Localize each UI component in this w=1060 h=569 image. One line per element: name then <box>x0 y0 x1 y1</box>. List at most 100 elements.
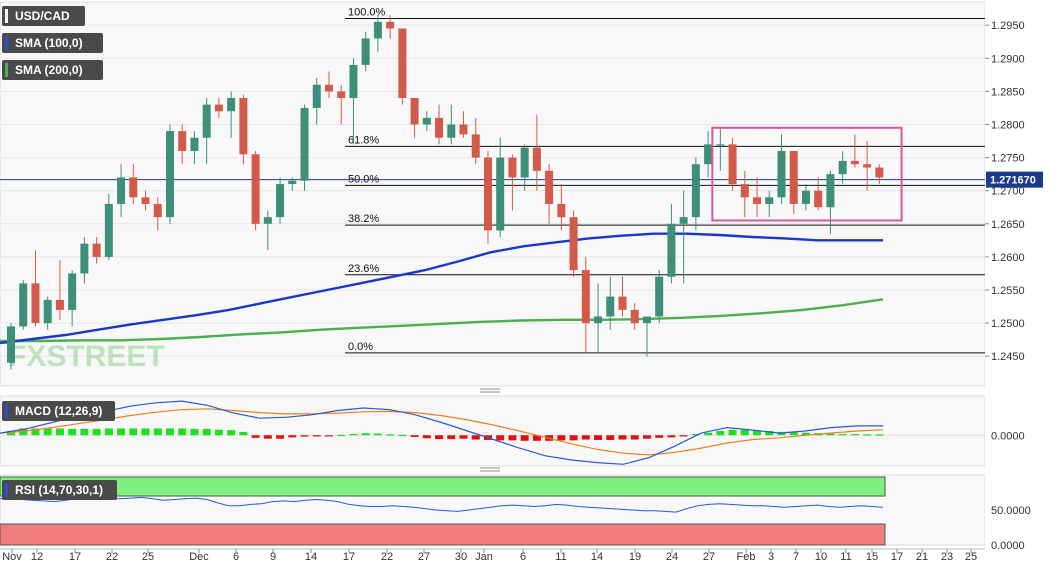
candle-body <box>263 217 272 224</box>
x-tick-label: 19 <box>629 551 641 563</box>
sma100-swatch <box>5 36 8 50</box>
candle-body <box>227 98 236 112</box>
symbol-swatch <box>5 9 8 23</box>
price-tick-label: 1.2500 <box>991 318 1025 330</box>
watermark: FXSTREET <box>8 340 165 373</box>
macd-histogram-bar <box>276 435 285 439</box>
candle-body <box>789 150 798 204</box>
price-tick-label: 1.2950 <box>991 20 1025 32</box>
macd-histogram-bar <box>532 435 541 441</box>
range-box <box>711 126 903 222</box>
x-tick-label: 21 <box>916 551 928 563</box>
rsi-swatch <box>5 483 8 497</box>
macd-label: MACD (12,26,9) <box>2 401 115 421</box>
x-tick-label: Jan <box>475 551 493 563</box>
macd-histogram-bar <box>312 435 321 437</box>
price-tick-label: 1.2700 <box>991 186 1025 198</box>
x-tick-label: 12 <box>31 551 43 563</box>
x-tick-label: 10 <box>815 551 827 563</box>
candle-body <box>765 197 774 204</box>
rsi-label: RSI (14,70,30,1) <box>2 480 117 500</box>
candle-body <box>202 104 211 138</box>
candle-body <box>691 164 700 218</box>
macd-line <box>0 400 883 465</box>
candle-body <box>92 243 101 257</box>
candle-body <box>740 184 749 198</box>
symbol-label: USD/CAD <box>2 6 85 26</box>
candle-body <box>655 276 664 317</box>
candle-body <box>532 147 541 171</box>
fib-label: 23.6% <box>348 263 379 275</box>
x-tick-label: Dec <box>189 551 209 563</box>
x-tick-label: 11 <box>840 551 851 563</box>
candle-body <box>276 184 285 218</box>
candle-body <box>349 64 358 98</box>
candle-body <box>630 309 639 324</box>
x-tick-label: Feb <box>737 551 756 563</box>
candle-body <box>642 316 651 324</box>
sma100-line <box>0 232 883 345</box>
x-tick-label: 25 <box>142 551 154 563</box>
macd-histogram-bar <box>679 435 688 437</box>
x-tick-label: 17 <box>69 551 81 563</box>
candle-body <box>850 160 859 165</box>
macd-histogram-bar <box>594 435 603 440</box>
macd-signal-line <box>0 408 884 456</box>
price-tick-label: 1.2750 <box>991 153 1025 165</box>
macd-histogram-bar <box>104 428 113 436</box>
macd-histogram-bar <box>178 428 187 436</box>
macd-histogram-bar <box>850 433 859 436</box>
fib-label: 38.2% <box>348 213 379 225</box>
candle-body <box>324 84 333 92</box>
candle-body <box>422 117 431 125</box>
candle-body <box>361 38 370 65</box>
candle-body <box>704 144 713 165</box>
candle-body <box>31 283 40 324</box>
macd-histogram-bar <box>68 428 77 436</box>
last-price-tag <box>986 171 1043 188</box>
macd-histogram-bar <box>410 435 419 437</box>
candle-body <box>679 217 688 224</box>
sma200-label: SMA (200,0) <box>2 60 103 80</box>
candle-body <box>190 137 199 151</box>
macd-histogram-bar <box>7 431 15 436</box>
price-tick-label: 1.2600 <box>991 252 1025 264</box>
candle-body <box>373 21 382 39</box>
macd-histogram-bar <box>838 433 847 436</box>
macd-histogram-bar <box>92 428 101 436</box>
macd-histogram-bar <box>704 432 713 436</box>
macd-histogram-bar <box>153 428 162 436</box>
x-tick-label: 14 <box>591 551 603 563</box>
price-tick-label: 1.2900 <box>991 53 1025 65</box>
fib-label: 0.0% <box>348 341 373 353</box>
candle-body <box>557 203 566 218</box>
candle-body <box>337 91 346 98</box>
macd-histogram-bar <box>520 435 529 441</box>
price-tick-label: 1.2850 <box>991 86 1025 98</box>
macd-histogram-bar <box>753 430 762 436</box>
macd-histogram-bar <box>655 435 664 438</box>
macd-histogram-bar <box>373 433 382 436</box>
macd-histogram-bar <box>129 428 138 436</box>
macd-histogram-bar <box>55 428 64 436</box>
macd-histogram-bar <box>422 435 431 439</box>
rsi-tick-label: 50.0000 <box>991 505 1031 517</box>
candle-body <box>471 134 480 158</box>
macd-histogram-bar <box>361 433 370 436</box>
x-tick-label: 14 <box>305 551 317 563</box>
candle-body <box>435 117 444 138</box>
price-tick-label: 1.2650 <box>991 219 1025 231</box>
macd-histogram-bar <box>19 428 28 436</box>
candle-body <box>594 316 603 324</box>
candle-body <box>312 84 321 108</box>
sma100-text: SMA (100,0) <box>15 36 83 50</box>
candle-body <box>117 177 126 204</box>
candle-body <box>300 107 309 181</box>
candle-body <box>716 144 725 146</box>
candle-body <box>410 98 419 125</box>
macd-histogram-bar <box>618 435 627 440</box>
sma200-swatch <box>5 63 8 77</box>
candle-body <box>569 217 578 271</box>
candle-body <box>728 144 737 185</box>
